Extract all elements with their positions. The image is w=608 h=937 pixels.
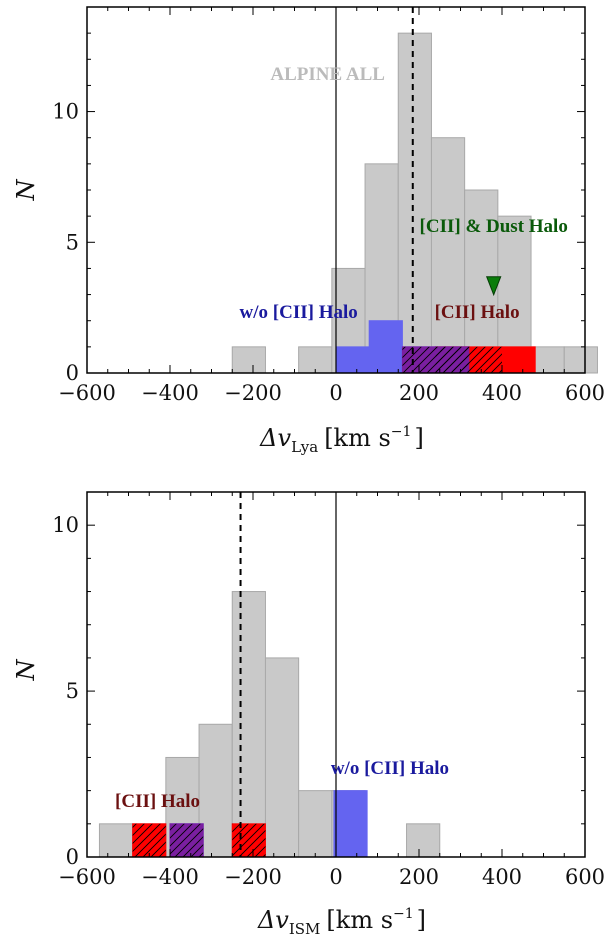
y-tick-label: 5: [66, 230, 79, 254]
all-bar: [231, 591, 266, 858]
x-axis-label: ΔvLya [km s−1]: [259, 424, 424, 456]
x-tick-label: 400: [482, 381, 522, 405]
x-tick-label: 400: [482, 865, 522, 889]
all-bar: [406, 823, 441, 858]
x-tick-label: −200: [224, 865, 282, 889]
all-bar: [430, 137, 466, 374]
annotation-dust-halo: [CII] & Dust Halo: [420, 216, 568, 237]
y-tick-label: 10: [52, 513, 79, 537]
x-tick-label: 600: [565, 381, 605, 405]
x-tick-label: 0: [329, 381, 342, 405]
annotation-alpine-all: ALPINE ALL: [270, 64, 385, 85]
x-tick-label: −600: [58, 381, 116, 405]
y-tick-label: 0: [66, 361, 79, 385]
x-tick-label: −200: [224, 381, 282, 405]
x-axis-label: ΔvISM [km s−1]: [257, 906, 426, 937]
bottom-panel-ism: −600 −400 −200 0 200 400 600 0 5 10 N ΔvISM [km s−1]…: [12, 491, 605, 937]
no-halo-bar: [335, 346, 370, 374]
y-tick-label: 0: [66, 845, 79, 869]
y-tick-label: 10: [52, 100, 79, 124]
annotation-halo: [CII] Halo: [435, 302, 520, 323]
all-bar: [530, 346, 565, 374]
x-tick-label: 0: [329, 865, 342, 889]
hatch-overlay: [435, 346, 469, 373]
all-bar: [563, 346, 598, 374]
all-bar: [231, 346, 266, 374]
all-bar: [264, 657, 300, 858]
all-bar: [198, 723, 233, 858]
x-tick-label: −400: [141, 865, 199, 889]
annotation-halo: [CII] Halo: [115, 791, 200, 812]
x-tick-label: −600: [58, 865, 116, 889]
y-axis-label: N: [12, 179, 40, 202]
x-tick-label: 200: [399, 381, 439, 405]
annotation-no-halo: w/o [CII] Halo: [331, 758, 449, 779]
halo-bar: [501, 346, 536, 374]
top-panel-lya: −600 −400 −200 0 200 400 600 0 5 10 N ΔvLya [km s−1]…: [12, 6, 605, 456]
x-tick-label: −400: [141, 381, 199, 405]
dust-halo-marker: [485, 276, 502, 297]
no-halo-bar: [333, 790, 368, 858]
hatch-overlay: [468, 346, 502, 373]
all-bar: [98, 823, 134, 858]
hatch-overlay: [170, 823, 204, 857]
y-axis-label: N: [12, 659, 40, 682]
y-tick-label: 5: [66, 679, 79, 703]
x-tick-label: 600: [565, 865, 605, 889]
all-bar: [298, 790, 333, 858]
all-bar: [397, 32, 432, 374]
x-tick-label: 200: [399, 865, 439, 889]
annotation-no-halo: w/o [CII] Halo: [240, 302, 358, 323]
hatch-overlay: [132, 823, 166, 857]
all-bar: [298, 346, 333, 374]
no-halo-bar: [368, 320, 403, 374]
hatch-overlay: [232, 823, 266, 857]
